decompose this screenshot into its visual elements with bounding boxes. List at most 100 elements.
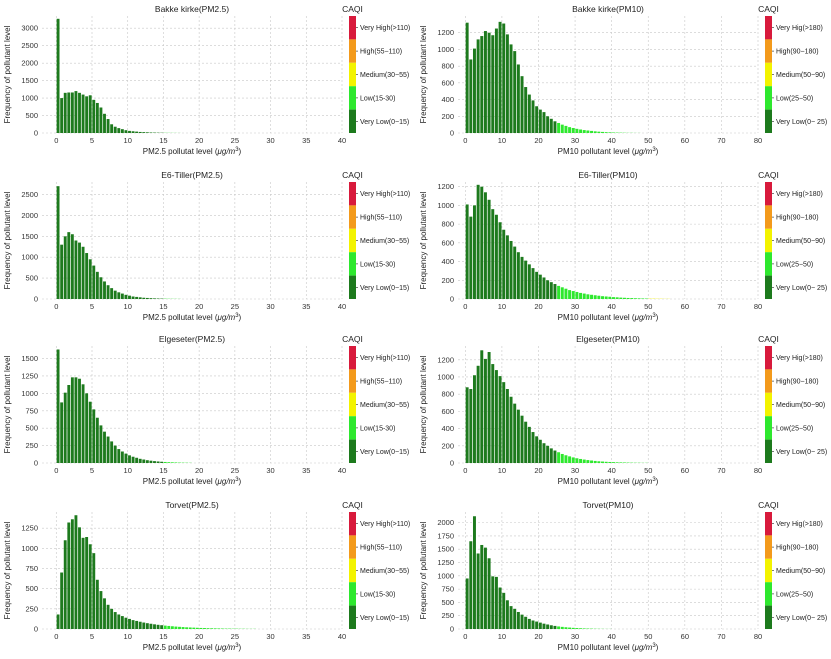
x-axis-label: PM10 pollutant level (μg/m3) [558,147,659,156]
y-axis-label: Frequency of pollutant level [3,25,12,123]
histogram-bar [110,608,114,629]
histogram-bar [531,268,535,299]
histogram-bar [542,112,546,133]
caqi-level-label: High(90−180) [776,379,819,386]
x-tick-label: 40 [607,302,615,311]
x-tick-label: 30 [266,466,274,475]
y-tick-label: 750 [25,564,38,573]
x-tick-label: 70 [717,136,725,145]
histogram-bar [582,459,586,463]
histogram-bar [110,441,114,463]
histogram-bar [505,235,509,299]
y-tick-label: 500 [441,598,454,607]
x-tick-label: 70 [717,466,725,475]
histogram-bar [103,598,106,629]
histogram-bar [149,298,153,299]
x-axis-label-unit: μg/m [634,147,653,156]
x-axis-label-exponent: 3 [235,643,239,649]
histogram-bar [217,628,221,629]
histogram-bar [113,290,117,299]
histogram-bar [124,453,128,463]
x-axis-label-unit: μg/m [216,643,235,652]
x-tick-label: 40 [607,136,615,145]
caqi-color-segment [349,512,356,536]
x-tick-label: 10 [124,466,132,475]
histogram-bar [527,426,531,463]
histogram-bar [622,297,626,299]
histogram-bar [213,628,217,629]
y-tick-label: 0 [450,625,454,634]
histogram-bar [92,99,96,133]
histogram-bar [586,294,590,299]
caqi-color-segment [349,62,356,87]
histogram-bar [557,452,561,463]
x-tick-label: 20 [534,632,542,641]
histogram-bar [131,620,135,629]
histogram-bar [509,606,513,629]
x-axis-label: PM2.5 pollutat level (μg/m3) [143,643,242,652]
caqi-level-label: Very Hig(>180) [776,355,823,362]
y-tick-label: 0 [34,129,38,138]
histogram-bar [465,387,469,463]
x-tick-label: 20 [534,302,542,311]
histogram-bar [113,445,117,463]
histogram-bar [156,461,160,463]
histogram-bar [128,130,131,133]
histogram-bar [135,620,139,629]
histogram-bar [575,291,579,299]
histogram-bar [527,94,531,133]
histogram-bar [124,294,128,299]
histogram-bar [483,358,487,463]
histogram-bar [142,622,146,629]
caqi-color-segment [349,205,356,229]
y-axis-label: Frequency of pollutant level [3,521,12,619]
y-tick-label: 3000 [21,24,38,33]
histogram-bar [160,625,164,629]
histogram-bar [524,87,528,133]
histogram-bar [476,553,480,629]
histogram-bar [553,121,557,133]
x-tick-label: 5 [90,302,94,311]
histogram-bar [113,126,117,133]
histogram-bar [542,277,546,299]
x-tick-label: 10 [498,136,506,145]
histogram-bar [476,365,480,463]
histogram-bar [491,209,495,299]
caqi-level-label: Very Low(0−15) [360,449,409,456]
histogram-bar [120,451,124,463]
histogram-bar [564,627,568,629]
caqi-color-segment [349,369,356,393]
y-axis-label: Frequency of pollutant level [3,355,12,453]
x-tick-label: 15 [159,302,167,311]
histogram-bar [469,59,473,134]
histogram-bar [128,295,131,299]
histogram-bar [579,292,583,299]
histogram-bar [560,287,564,299]
histogram-bar [579,129,583,133]
histogram-bar [538,274,542,299]
caqi-color-segment [765,512,772,536]
y-tick-label: 500 [25,584,38,593]
histogram-bar [163,461,167,463]
histogram-bar [85,393,89,463]
caqi-color-segment [765,346,772,370]
histogram-bar [74,91,78,133]
histogram-bar [586,130,590,133]
histogram-bar [156,624,160,629]
histogram-bar [491,576,495,629]
x-axis-label-exponent: 3 [235,477,239,483]
histogram-bar [502,23,506,133]
y-tick-label: 400 [441,257,454,266]
histogram-bar [586,460,590,463]
histogram-bar [608,296,612,299]
caqi-title: CAQI [758,334,779,344]
x-tick-label: 10 [124,632,132,641]
histogram-bar [604,296,608,299]
histogram-bar [78,378,81,463]
histogram-bar [531,432,535,463]
x-tick-label: 50 [644,136,652,145]
histogram-bar [604,132,608,133]
x-tick-label: 70 [717,632,725,641]
x-axis-label-main: PM2.5 pollutat level ( [143,147,218,156]
histogram-bar [505,600,509,629]
